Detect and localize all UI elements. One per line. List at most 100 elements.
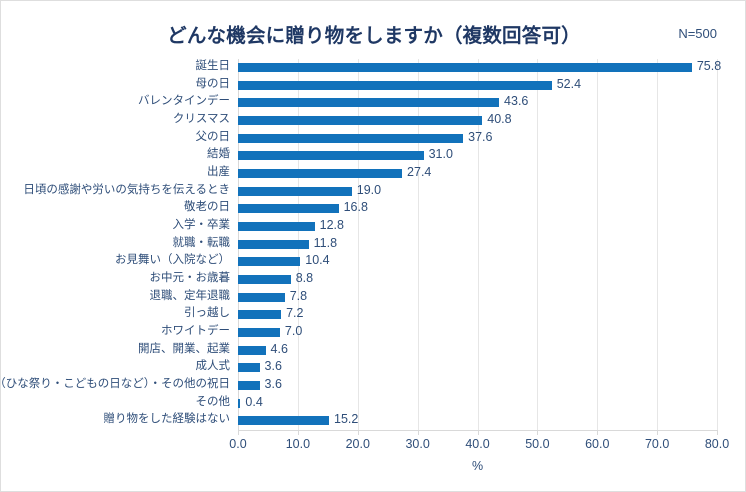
bar-row[interactable]: お中元・お歳暮 8.8 bbox=[150, 271, 717, 289]
bar-value-label: 0.4 bbox=[245, 394, 263, 409]
x-tick-label: 40.0 bbox=[465, 437, 490, 451]
bar-row[interactable]: 入学・卒業 12.8 bbox=[173, 218, 717, 236]
bar-value-label: 16.8 bbox=[343, 200, 368, 215]
bar[interactable] bbox=[238, 310, 282, 320]
bar-value-label: 15.2 bbox=[334, 412, 359, 427]
bar-row[interactable]: 贈り物をした経験はない 15.2 bbox=[104, 412, 717, 430]
category-label: 開店、開業、起業 bbox=[138, 342, 230, 355]
category-label: 節句（ひな祭り・こどもの日など）・その他の祝日 bbox=[1, 378, 230, 390]
bar-row[interactable]: 父の日 37.6 bbox=[196, 129, 717, 148]
category-label: 入学・卒業 bbox=[172, 219, 231, 231]
category-label: 敬老の日 bbox=[184, 201, 230, 214]
bar[interactable] bbox=[238, 239, 309, 249]
tick-mark bbox=[597, 430, 599, 435]
x-axis-tick-marks bbox=[238, 430, 718, 435]
sample-size-label: N=500 bbox=[678, 26, 717, 41]
x-tick-label: 60.0 bbox=[585, 437, 610, 451]
bar[interactable] bbox=[238, 416, 329, 426]
x-tick-label: 0.0 bbox=[229, 437, 247, 451]
category-label: 出産 bbox=[207, 166, 230, 178]
bar-value-label: 52.4 bbox=[556, 76, 582, 91]
bar-row[interactable]: 節句（ひな祭り・こどもの日など）・その他の祝日 3.6 bbox=[1, 377, 717, 395]
bar-value-label: 10.4 bbox=[305, 253, 330, 268]
bar-value-label: 31.0 bbox=[428, 147, 453, 162]
tick-mark bbox=[297, 430, 299, 435]
bar[interactable] bbox=[238, 345, 266, 355]
bar[interactable] bbox=[238, 222, 315, 231]
bar[interactable] bbox=[238, 169, 403, 178]
bar[interactable] bbox=[238, 275, 291, 284]
category-label: ホワイトデー bbox=[161, 325, 230, 337]
bar-row[interactable]: 結婚 31.0 bbox=[207, 147, 717, 165]
category-label: 就職・転職 bbox=[172, 236, 231, 249]
tick-mark bbox=[477, 430, 479, 435]
category-label: 贈り物をした経験はない bbox=[103, 413, 231, 426]
bar[interactable] bbox=[238, 398, 241, 408]
category-label: 退職、定年退職 bbox=[149, 289, 231, 302]
bar[interactable] bbox=[238, 381, 260, 390]
tick-mark bbox=[717, 430, 718, 435]
bar-row[interactable]: バレンタインデー 43.6 bbox=[138, 94, 717, 112]
tick-mark bbox=[417, 430, 419, 435]
bar-value-label: 12.8 bbox=[319, 218, 344, 232]
bar-value-label: 11.8 bbox=[313, 235, 338, 250]
bar-row[interactable]: 誕生日 75.8 bbox=[196, 59, 722, 77]
bar[interactable] bbox=[238, 257, 301, 267]
bar-value-label: 27.4 bbox=[407, 165, 432, 179]
bar-row[interactable]: 日頃の感謝や労いの気持ちを伝えるとき 19.0 bbox=[23, 182, 717, 201]
bar-row[interactable]: 敬老の日 16.8 bbox=[184, 200, 717, 218]
bar-value-label: 19.0 bbox=[356, 182, 382, 197]
bar[interactable] bbox=[238, 80, 552, 90]
category-label: 引っ越し bbox=[184, 307, 230, 320]
bar-row[interactable]: お見舞い（入院など） 10.4 bbox=[115, 253, 717, 271]
gridline bbox=[597, 59, 599, 430]
bar[interactable] bbox=[238, 116, 483, 125]
bar-value-label: 37.6 bbox=[468, 129, 493, 144]
bar-value-label: 4.6 bbox=[270, 341, 288, 356]
category-label: 母の日 bbox=[195, 77, 231, 90]
bar[interactable] bbox=[238, 292, 285, 302]
bar-row[interactable]: 母の日 52.4 bbox=[196, 76, 717, 95]
tick-mark bbox=[357, 430, 359, 435]
bar-row[interactable]: ホワイトデー 7.0 bbox=[161, 324, 717, 342]
category-label: バレンタインデー bbox=[138, 95, 230, 108]
bar-value-label: 8.8 bbox=[295, 271, 314, 285]
bar-row[interactable]: 開店、開業、起業 4.6 bbox=[138, 341, 717, 360]
category-label: 父の日 bbox=[195, 130, 231, 143]
bar-row[interactable]: 就職・転職 11.8 bbox=[173, 235, 717, 254]
bar-value-label: 7.2 bbox=[286, 306, 304, 321]
bar[interactable] bbox=[238, 151, 424, 161]
bar[interactable] bbox=[238, 363, 260, 373]
x-tick-label: 10.0 bbox=[285, 437, 311, 451]
bar[interactable] bbox=[238, 133, 464, 143]
category-label: お見舞い（入院など） bbox=[115, 254, 230, 267]
bar-row[interactable]: クリスマス 40.8 bbox=[173, 112, 717, 130]
bar[interactable] bbox=[238, 328, 280, 337]
tick-mark bbox=[238, 430, 239, 435]
tick-mark bbox=[657, 430, 659, 435]
bar-row[interactable]: 出産 27.4 bbox=[207, 165, 717, 183]
bar-value-label: 7.0 bbox=[284, 324, 303, 338]
bar-row[interactable]: 成人式 3.6 bbox=[196, 359, 717, 377]
bar-value-label: 43.6 bbox=[504, 94, 529, 109]
category-label: 日頃の感謝や労いの気持ちを伝えるとき bbox=[23, 183, 230, 196]
gridline bbox=[657, 59, 659, 430]
gridline bbox=[717, 59, 718, 430]
gridline bbox=[357, 59, 359, 430]
bar-row[interactable]: その他 0.4 bbox=[196, 394, 717, 413]
bar[interactable] bbox=[238, 98, 500, 108]
tick-mark bbox=[537, 430, 539, 435]
bar[interactable] bbox=[238, 204, 339, 214]
bar[interactable] bbox=[238, 63, 692, 72]
bar-value-label: 7.8 bbox=[289, 288, 308, 303]
x-tick-label: 70.0 bbox=[644, 437, 670, 451]
bar-row[interactable]: 引っ越し 7.2 bbox=[184, 306, 717, 324]
x-tick-label: 30.0 bbox=[405, 437, 430, 451]
gridline bbox=[477, 59, 479, 430]
bar-value-label: 3.6 bbox=[264, 377, 282, 391]
plot-area: 誕生日 75.8 母の日 52.4 バレンタインデー 43.6 クリスマス 40.8 父の日 37… bbox=[1, 59, 722, 430]
category-label: クリスマス bbox=[172, 113, 230, 125]
bar[interactable] bbox=[238, 186, 352, 196]
bar-row[interactable]: 退職、定年退職 7.8 bbox=[150, 288, 717, 307]
